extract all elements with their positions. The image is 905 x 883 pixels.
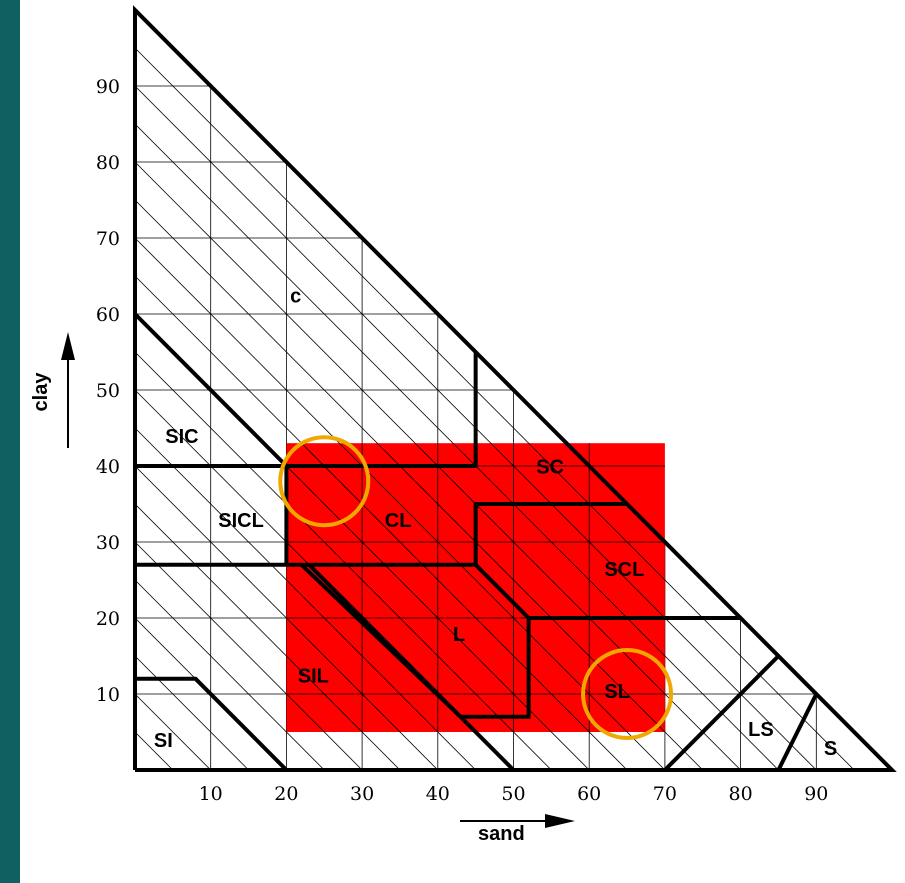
x-tick-label-80: 80	[729, 783, 753, 805]
region-label-sl: SL	[604, 681, 630, 703]
boundary-2	[135, 352, 478, 468]
x-tick-label-30: 30	[350, 783, 374, 805]
x-tick-label-90: 90	[804, 783, 828, 805]
x-tick-label-40: 40	[426, 783, 450, 805]
x-tick-label-20: 20	[274, 783, 298, 805]
region-label-scl: SCL	[604, 559, 644, 581]
region-label-sil: SIL	[298, 666, 329, 688]
y-tick-label-60: 60	[96, 304, 120, 326]
y-tick-label-30: 30	[96, 532, 120, 554]
region-label-s: S	[824, 738, 837, 760]
tick-labels: 10 20 30 40 50 60 70 80 90 10 20 30 40 50 60 70 80 90	[96, 76, 829, 805]
boundary-3	[135, 502, 628, 567]
highlight-layer	[286, 443, 665, 732]
x-axis-title: sand	[478, 823, 525, 845]
boundary-7	[135, 676, 288, 772]
axis-titles: sand clay	[30, 332, 575, 845]
region-labels: c SIC SICL CL SC SCL L SIL SL SI LS S	[154, 286, 837, 760]
region-label-sicl: SICL	[218, 510, 264, 532]
boundary-1	[133, 312, 288, 468]
region-label-sic: SIC	[165, 426, 198, 448]
region-label-sc: SC	[536, 457, 564, 479]
region-label-c: c	[290, 286, 301, 308]
grid-line-silt-half-25	[134, 579, 325, 771]
y-tick-label-50: 50	[96, 380, 120, 402]
boundary-6	[474, 563, 531, 620]
grid-line-silt-half-5	[134, 731, 174, 771]
region-label-si: SI	[154, 730, 173, 752]
x-tick-label-60: 60	[577, 783, 601, 805]
x-tick-label-10: 10	[199, 783, 223, 805]
grid-line-silt-half-95	[134, 47, 855, 771]
y-axis-arrow	[61, 332, 75, 448]
highlight-hatch-70	[338, 443, 628, 732]
boundary-8	[307, 563, 515, 772]
y-tick-label-40: 40	[96, 456, 120, 478]
grid-line-silt-10	[134, 693, 211, 771]
boundary-10	[776, 693, 819, 771]
highlight-hatch-45	[286, 579, 439, 732]
y-tick-label-80: 80	[96, 152, 120, 174]
y-tick-label-20: 20	[96, 608, 120, 630]
y-tick-label-10: 10	[96, 684, 120, 706]
class-boundaries	[133, 5, 897, 772]
diagram-panel	[20, 0, 905, 883]
highlight-hatch-40	[286, 617, 401, 732]
marker-circle-2	[581, 648, 674, 740]
region-label-cl: CL	[385, 510, 412, 532]
y-axis-title: clay	[30, 372, 52, 412]
boundary-9	[663, 654, 780, 772]
grid-line-silt-half-15	[134, 655, 249, 771]
highlight-hatch-75	[376, 443, 665, 732]
highlight-hatch-35	[286, 655, 363, 732]
highlight-hatch-65	[300, 443, 590, 732]
highlight-hatch-55	[286, 503, 515, 732]
y-tick-label-70: 70	[96, 228, 120, 250]
marker-circle-1	[278, 435, 371, 528]
region-label-l: L	[453, 624, 465, 646]
x-axis-arrow	[460, 814, 575, 828]
marker-layer	[278, 435, 674, 740]
x-tick-label-70: 70	[653, 783, 677, 805]
region-label-ls: LS	[748, 719, 774, 741]
x-tick-label-50: 50	[501, 783, 525, 805]
highlight-hatch-85	[452, 443, 665, 657]
y-tick-label-90: 90	[96, 76, 120, 98]
